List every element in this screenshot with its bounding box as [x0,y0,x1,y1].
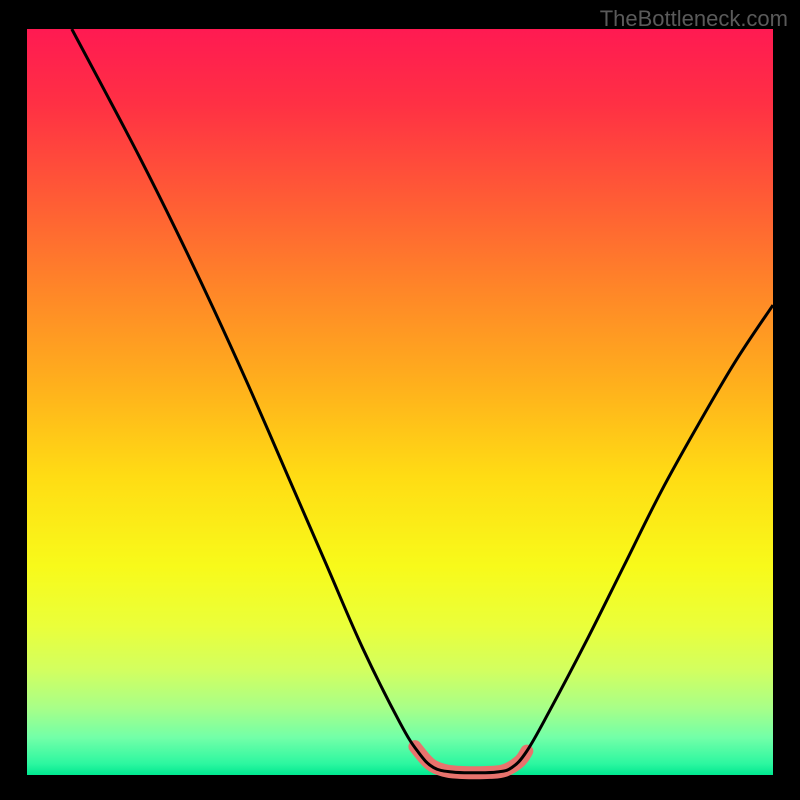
bottleneck-chart: TheBottleneck.com [0,0,800,800]
chart-svg [0,0,800,800]
watermark-text: TheBottleneck.com [600,6,788,32]
plot-area [27,29,773,775]
